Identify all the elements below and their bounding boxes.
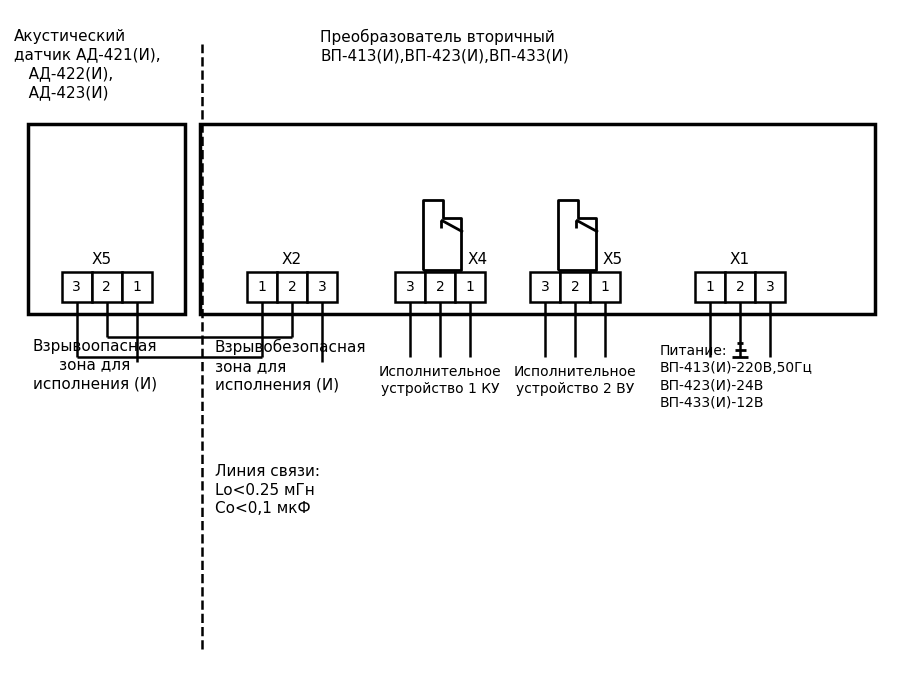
Text: Преобразователь вторичный
ВП-413(И),ВП-423(И),ВП-433(И): Преобразователь вторичный ВП-413(И),ВП-4… <box>320 29 569 64</box>
Text: X4: X4 <box>468 252 488 267</box>
Bar <box>28 124 185 314</box>
Bar <box>200 124 875 314</box>
Bar <box>695 272 725 302</box>
Bar <box>247 272 277 302</box>
Bar <box>307 272 337 302</box>
Text: 2: 2 <box>436 280 445 294</box>
Text: Исполнительное
устройство 2 ВУ: Исполнительное устройство 2 ВУ <box>514 365 636 396</box>
Text: 3: 3 <box>318 280 327 294</box>
Text: X1: X1 <box>730 252 750 267</box>
Text: 2: 2 <box>735 280 744 294</box>
Bar <box>122 272 151 302</box>
Text: 1: 1 <box>600 280 609 294</box>
Text: X5: X5 <box>603 252 623 267</box>
Text: 3: 3 <box>72 280 81 294</box>
Bar <box>92 272 122 302</box>
Text: Взрывоопасная
зона для
исполнения (И): Взрывоопасная зона для исполнения (И) <box>32 339 157 391</box>
Text: Питание:
ВП-413(И)-220В,50Гц
ВП-423(И)-24В
ВП-433(И)-12В: Питание: ВП-413(И)-220В,50Гц ВП-423(И)-2… <box>660 344 813 410</box>
Text: Исполнительное
устройство 1 КУ: Исполнительное устройство 1 КУ <box>379 365 501 396</box>
Text: 3: 3 <box>541 280 549 294</box>
Bar <box>61 272 92 302</box>
Bar <box>590 272 620 302</box>
Text: Акустический
датчик АД-421(И),
   АД-422(И),
   АД-423(И): Акустический датчик АД-421(И), АД-422(И)… <box>14 29 160 100</box>
Text: X2: X2 <box>282 252 302 267</box>
Text: 1: 1 <box>465 280 474 294</box>
Bar <box>425 272 455 302</box>
Bar <box>755 272 785 302</box>
Text: Взрывобезопасная
зона для
исполнения (И): Взрывобезопасная зона для исполнения (И) <box>215 339 366 392</box>
Text: 2: 2 <box>102 280 111 294</box>
Bar <box>455 272 485 302</box>
Bar <box>530 272 560 302</box>
Text: 3: 3 <box>766 280 774 294</box>
Text: Линия связи:
Lo<0.25 мГн
Со<0,1 мкФ: Линия связи: Lo<0.25 мГн Со<0,1 мкФ <box>215 464 320 516</box>
Text: 2: 2 <box>571 280 580 294</box>
Text: 1: 1 <box>706 280 715 294</box>
Text: 1: 1 <box>132 280 141 294</box>
Text: 3: 3 <box>406 280 414 294</box>
Bar <box>395 272 425 302</box>
Bar <box>560 272 590 302</box>
Text: X5: X5 <box>92 252 112 267</box>
Text: 2: 2 <box>288 280 296 294</box>
Bar <box>725 272 755 302</box>
Bar <box>277 272 307 302</box>
Text: 1: 1 <box>257 280 266 294</box>
